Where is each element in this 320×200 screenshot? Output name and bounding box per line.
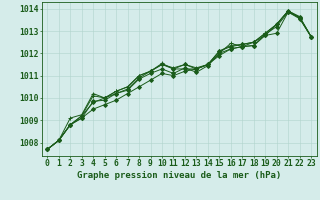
X-axis label: Graphe pression niveau de la mer (hPa): Graphe pression niveau de la mer (hPa) (77, 171, 281, 180)
